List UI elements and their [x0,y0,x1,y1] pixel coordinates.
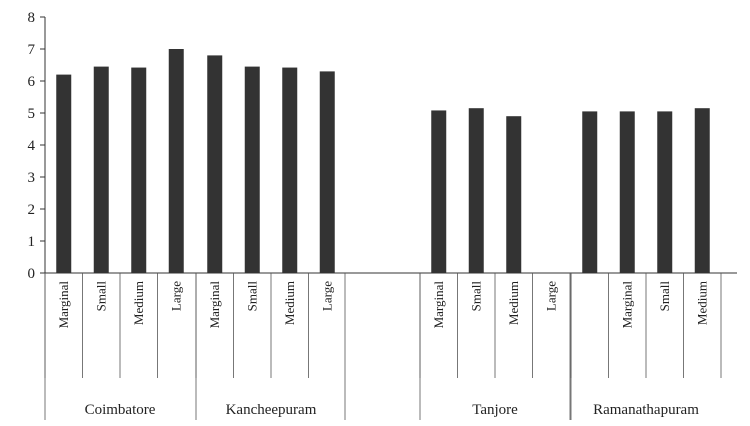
category-label: Large [168,281,183,311]
bar [431,110,447,273]
y-tick-label: 5 [28,106,36,122]
bar [131,67,147,273]
category-label: Small [93,281,108,312]
bar [56,74,72,273]
chart-bars [56,49,710,274]
y-tick-label: 7 [28,42,36,58]
category-label: Marginal [619,281,634,329]
bar [207,55,223,274]
y-tick-label: 6 [28,74,36,90]
category-label: Medium [506,281,521,325]
category-label: Medium [282,281,297,325]
y-tick-label: 3 [28,170,36,186]
y-tick-label: 1 [28,234,36,250]
bar [468,108,484,273]
group-label: Coimbatore [85,402,156,418]
chart-labels: Marginal Small Medium Large Coimbatore Margin… [56,281,710,418]
group-label: Tanjore [472,402,518,418]
category-label: Large [543,281,558,311]
bar [506,116,522,273]
y-tick-label: 2 [28,202,36,218]
category-label: Marginal [431,281,446,329]
y-tick-label: 4 [28,138,36,154]
category-label: Small [468,281,483,312]
bar [619,111,635,274]
category-label: Small [657,281,672,312]
y-tick-label: 0 [28,266,36,282]
bar [168,49,184,273]
category-label: Marginal [56,281,71,329]
y-tick-label: 8 [28,10,36,26]
bar [319,71,335,274]
bar [93,66,109,273]
group-label: Ramanathapuram [593,402,699,418]
category-label: Small [244,281,259,312]
category-label: Medium [694,281,709,325]
bar [582,111,598,274]
category-label: Large [319,281,334,311]
chart-axes: 0 1 2 3 4 5 6 7 8 [28,10,737,420]
group-label: Kancheepuram [226,402,317,418]
bar [282,67,298,273]
bar [657,111,673,274]
bar [244,66,260,273]
category-label: Marginal [207,281,222,329]
category-label: Medium [131,281,146,325]
bar [694,108,710,273]
